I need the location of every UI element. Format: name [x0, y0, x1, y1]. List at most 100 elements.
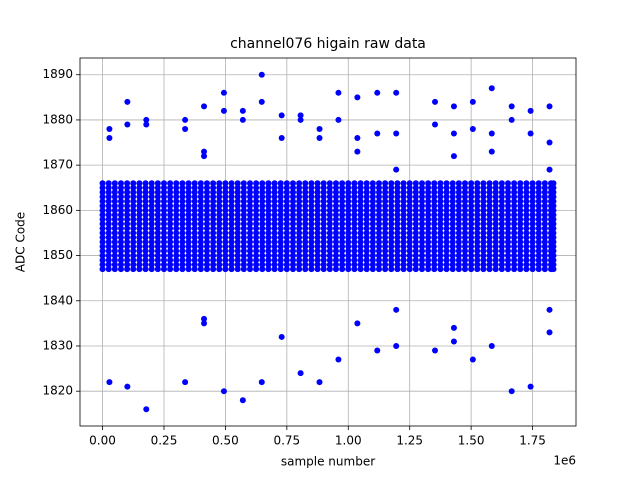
point — [326, 198, 333, 205]
point — [167, 261, 174, 268]
point — [253, 225, 260, 232]
point — [480, 184, 487, 191]
point — [504, 248, 511, 255]
point — [326, 234, 333, 241]
point — [425, 257, 432, 264]
point — [431, 193, 438, 200]
point — [246, 266, 253, 273]
point — [302, 266, 309, 273]
point — [210, 216, 217, 223]
point — [474, 239, 481, 245]
point — [99, 193, 106, 200]
point — [425, 248, 432, 255]
point — [374, 347, 381, 354]
point — [117, 220, 124, 227]
point — [468, 180, 475, 187]
point — [320, 239, 327, 245]
point — [203, 257, 210, 264]
point — [449, 248, 456, 255]
point — [431, 202, 438, 209]
point — [511, 216, 518, 223]
point — [369, 207, 376, 214]
point — [246, 248, 253, 255]
point — [253, 189, 260, 196]
point — [504, 189, 511, 196]
point — [455, 202, 462, 209]
point — [443, 180, 450, 187]
point — [314, 211, 321, 218]
point — [105, 193, 112, 200]
point — [130, 198, 137, 205]
point — [498, 220, 505, 227]
point — [504, 261, 511, 268]
point — [228, 216, 235, 223]
point — [117, 189, 124, 196]
point — [99, 239, 106, 245]
point — [117, 202, 124, 209]
point — [357, 180, 364, 187]
point — [388, 266, 395, 273]
point — [234, 184, 241, 191]
point — [412, 198, 419, 205]
point — [394, 220, 401, 227]
point — [394, 234, 401, 241]
point — [474, 189, 481, 196]
point — [363, 202, 370, 209]
point — [468, 248, 475, 255]
point — [136, 211, 143, 218]
point — [523, 220, 530, 227]
point — [455, 243, 462, 250]
point — [173, 180, 180, 187]
point — [461, 243, 468, 250]
point — [320, 229, 327, 236]
point — [203, 266, 210, 273]
point — [142, 202, 149, 209]
point — [234, 248, 241, 255]
point — [99, 225, 106, 232]
point — [369, 229, 376, 236]
point — [449, 266, 456, 273]
point — [143, 406, 150, 413]
point — [418, 193, 425, 200]
point — [511, 220, 518, 227]
point — [363, 261, 370, 268]
point — [154, 229, 161, 236]
point — [437, 193, 444, 200]
point — [443, 229, 450, 236]
point — [185, 189, 192, 196]
point — [511, 225, 518, 232]
point — [197, 248, 204, 255]
point — [136, 243, 143, 250]
point — [316, 135, 323, 142]
point — [253, 261, 260, 268]
point — [228, 184, 235, 191]
point — [124, 252, 131, 259]
point — [375, 211, 382, 218]
point — [154, 180, 161, 187]
point — [179, 229, 186, 236]
point — [504, 225, 511, 232]
point — [492, 220, 499, 227]
point — [351, 184, 358, 191]
point — [541, 211, 548, 218]
point — [246, 234, 253, 241]
point — [351, 198, 358, 205]
point — [197, 211, 204, 218]
point — [283, 261, 290, 268]
point — [529, 216, 536, 223]
point — [474, 180, 481, 187]
point — [289, 266, 296, 273]
point — [296, 266, 303, 273]
point — [302, 234, 309, 241]
point — [283, 220, 290, 227]
point — [345, 207, 352, 214]
point — [461, 211, 468, 218]
point — [320, 189, 327, 196]
point — [191, 252, 198, 259]
point — [130, 202, 137, 209]
point — [148, 202, 155, 209]
point — [222, 243, 229, 250]
point — [357, 257, 364, 264]
point — [418, 257, 425, 264]
point — [179, 211, 186, 218]
